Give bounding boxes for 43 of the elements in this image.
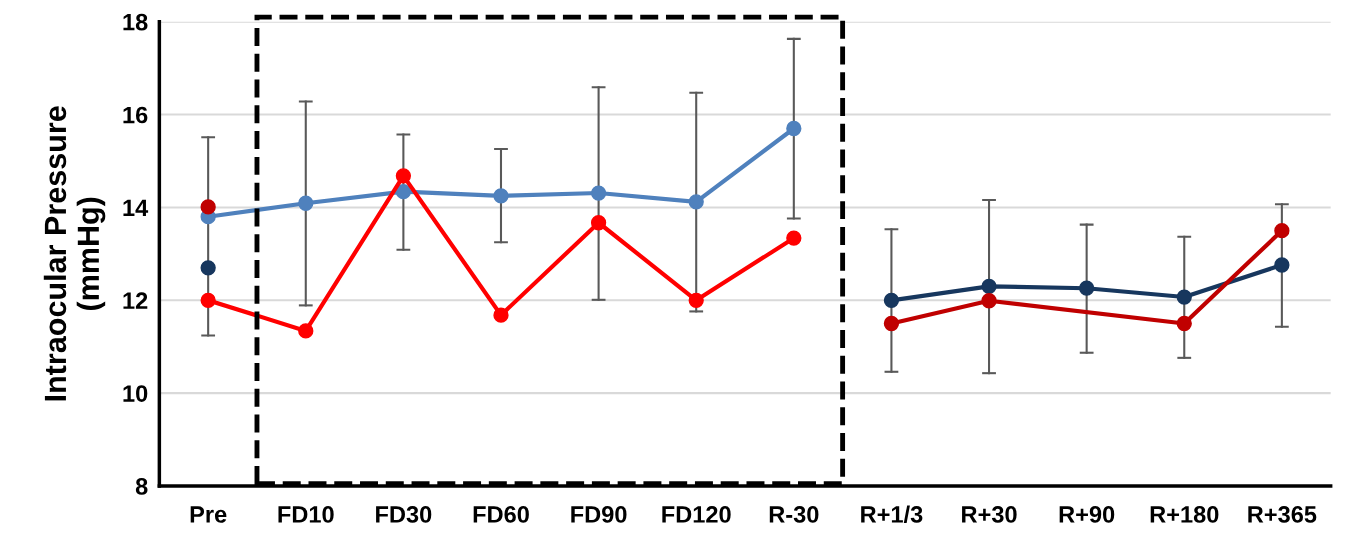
point bbox=[688, 194, 704, 210]
point bbox=[493, 188, 509, 204]
point bbox=[200, 260, 216, 276]
point bbox=[883, 315, 900, 332]
point bbox=[786, 120, 802, 137]
point bbox=[981, 293, 997, 309]
x-tick-label: FD10 bbox=[278, 506, 334, 523]
point bbox=[590, 215, 607, 231]
x-tick-label: R+1/3 bbox=[861, 505, 923, 524]
y-tick-label: 16 bbox=[123, 106, 148, 124]
point bbox=[981, 278, 997, 294]
x-tick-label: FD30 bbox=[376, 506, 432, 523]
x-tick-label: FD90 bbox=[571, 506, 627, 523]
point bbox=[883, 292, 900, 308]
point bbox=[1274, 257, 1290, 273]
point bbox=[590, 185, 607, 201]
y-axis-title: Intraocular Pressure (mmHg) bbox=[43, 106, 106, 401]
y-tick-label: 14 bbox=[123, 199, 149, 216]
x-tick-label: FD60 bbox=[473, 506, 529, 523]
y-tick-label: 18 bbox=[123, 13, 148, 31]
point bbox=[200, 199, 216, 215]
y-tick-label: 10 bbox=[123, 385, 148, 402]
x-tick-label: Pre bbox=[190, 506, 227, 523]
point bbox=[1079, 280, 1095, 296]
x-tick-label: R+30 bbox=[962, 506, 1017, 523]
point bbox=[786, 230, 802, 246]
point bbox=[688, 292, 704, 308]
y-tick-label: 12 bbox=[123, 292, 148, 309]
point bbox=[395, 168, 412, 184]
point bbox=[1274, 222, 1290, 239]
point bbox=[298, 323, 314, 339]
point bbox=[493, 307, 509, 323]
point bbox=[395, 184, 412, 200]
x-tick-label: R+90 bbox=[1059, 506, 1115, 523]
point bbox=[200, 292, 216, 308]
point bbox=[1176, 289, 1192, 305]
x-tick-label: R-30 bbox=[769, 506, 819, 523]
x-tick-label: R+365 bbox=[1248, 506, 1317, 523]
x-tick-label: R+180 bbox=[1150, 506, 1219, 523]
x-tick-label: FD120 bbox=[662, 506, 731, 523]
point bbox=[298, 195, 314, 211]
point bbox=[1176, 315, 1192, 332]
y-tick-label: 8 bbox=[135, 478, 148, 495]
